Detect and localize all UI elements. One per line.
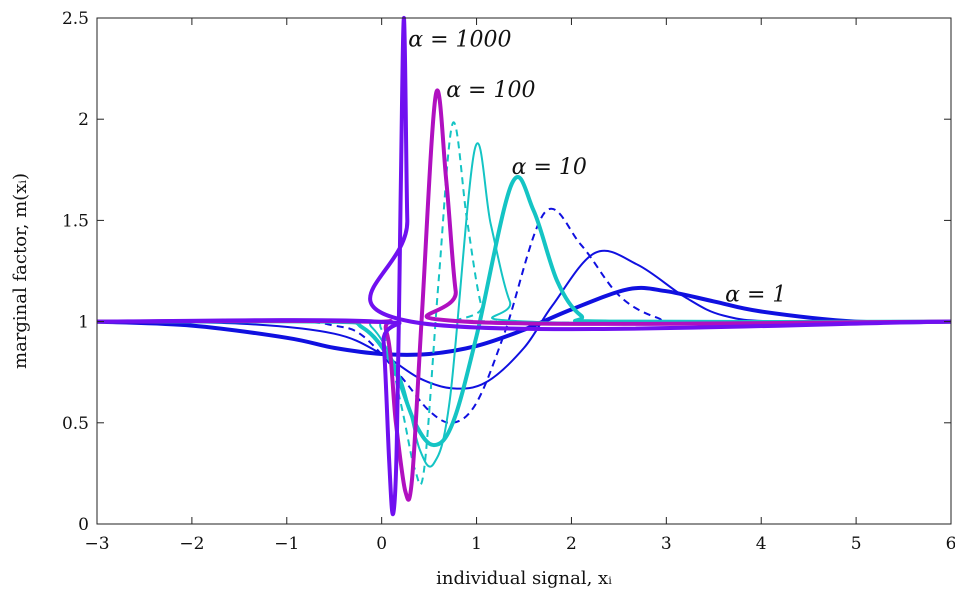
x-tick-label: 6 bbox=[946, 534, 955, 554]
y-tick-label: 2.5 bbox=[62, 9, 89, 29]
series-line-3 bbox=[97, 209, 951, 423]
y-axis-label: marginal factor, m(xᵢ) bbox=[10, 173, 31, 369]
x-tick-label: −1 bbox=[274, 534, 299, 554]
y-tick-label: 0 bbox=[78, 515, 89, 535]
series-line-7 bbox=[97, 90, 951, 499]
y-tick-label: 1.5 bbox=[62, 211, 89, 231]
y-tick-label: 0.5 bbox=[62, 414, 89, 434]
y-tick-label: 1 bbox=[78, 313, 89, 333]
x-axis-label: individual signal, xᵢ bbox=[436, 568, 612, 589]
y-tick-label: 2 bbox=[78, 110, 89, 130]
x-tick-label: 3 bbox=[661, 534, 672, 554]
x-tick-label: 0 bbox=[376, 534, 387, 554]
annotation-alpha-1000: α = 1000 bbox=[408, 27, 511, 52]
x-tick-label: 1 bbox=[471, 534, 482, 554]
annotation-alpha-100: α = 100 bbox=[446, 78, 535, 103]
x-tick-label: −3 bbox=[84, 534, 109, 554]
annotation-alpha-1: α = 1 bbox=[725, 282, 786, 307]
x-tick-label: 5 bbox=[851, 534, 862, 554]
annotation-alpha-10: α = 10 bbox=[512, 155, 587, 180]
x-tick-label: 2 bbox=[566, 534, 577, 554]
x-tick-label: −2 bbox=[179, 534, 204, 554]
series-line-4 bbox=[97, 177, 951, 445]
x-tick-label: 4 bbox=[756, 534, 767, 554]
series-line-5 bbox=[97, 143, 951, 466]
